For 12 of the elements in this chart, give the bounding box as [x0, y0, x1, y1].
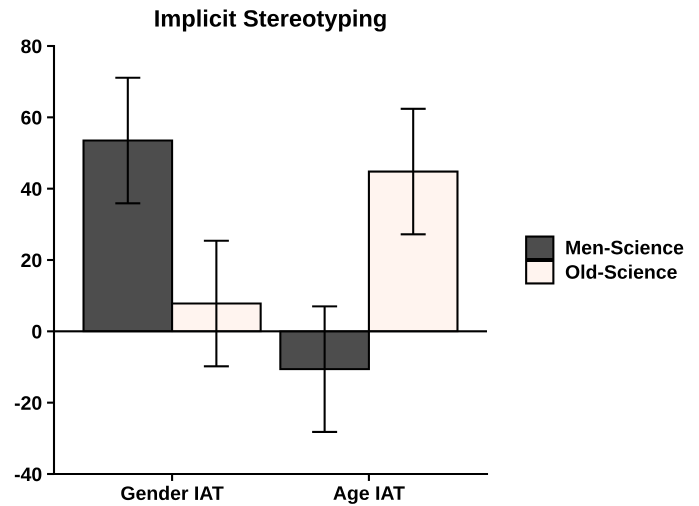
y-tick-label: 60	[21, 110, 42, 125]
legend-label: Men-Science	[566, 240, 684, 254]
x-tick-label: Gender IAT	[121, 486, 224, 500]
y-tick-label: 20	[21, 253, 42, 268]
y-tick-label: 40	[20, 182, 42, 196]
y-tick-label: 0	[32, 324, 42, 339]
y-tick-label: -40	[14, 467, 42, 482]
chart-title: Implicit Stereotyping	[155, 9, 386, 32]
y-tick-label: -20	[14, 396, 42, 410]
x-tick-label: Age IAT	[333, 486, 405, 504]
legend-label: Old-Science	[566, 264, 677, 279]
y-tick-label: 80	[21, 39, 42, 54]
